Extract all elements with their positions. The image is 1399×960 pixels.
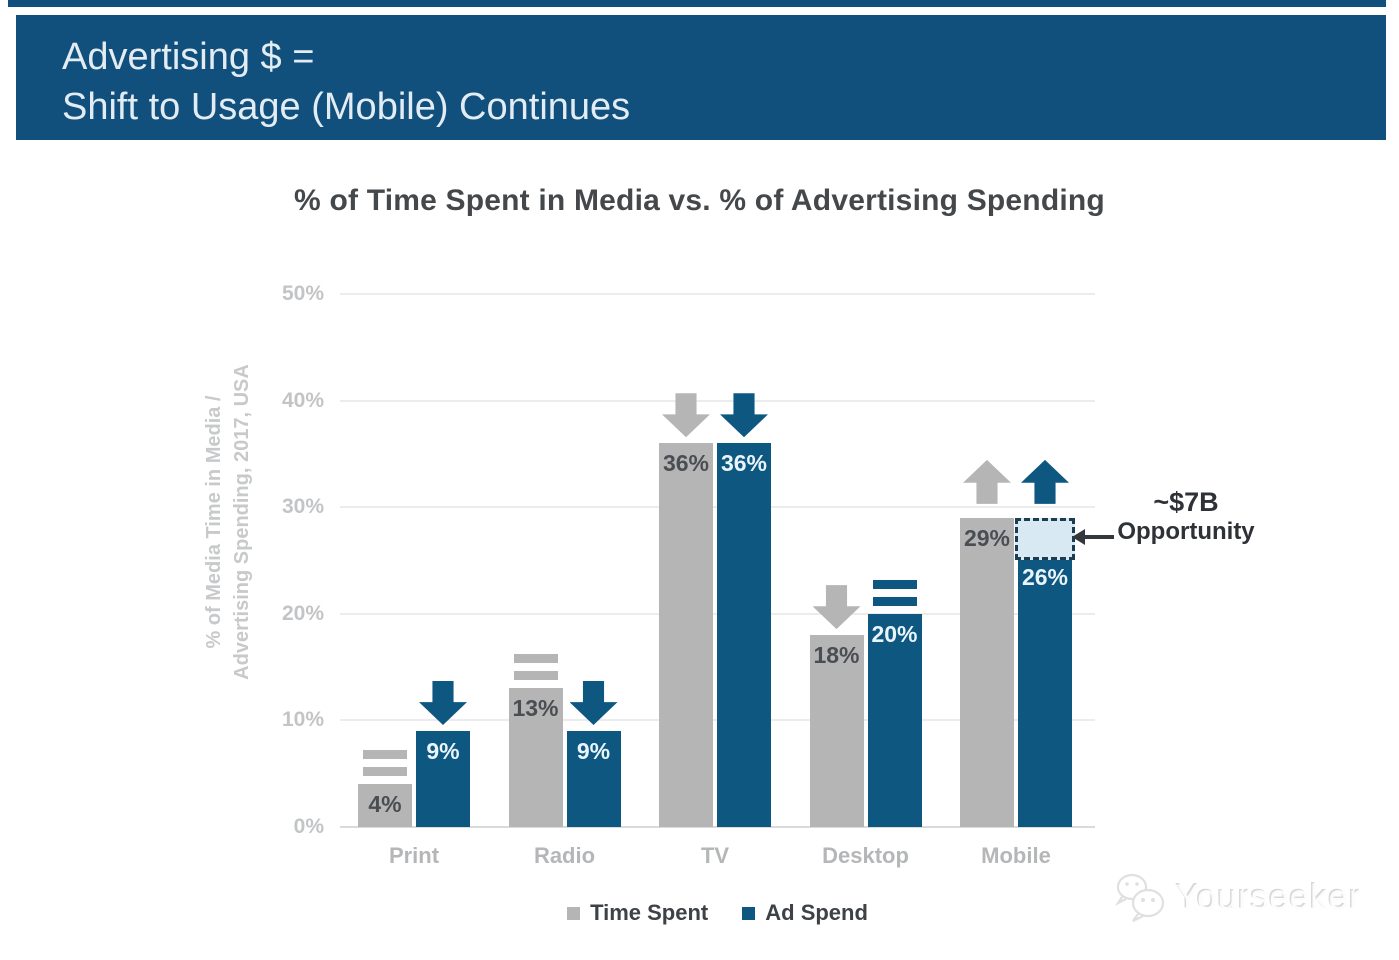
watermark: Yourseeker xyxy=(1112,872,1362,924)
bar-ad-spend-mobile xyxy=(1018,549,1072,827)
bar-time-spent-mobile xyxy=(960,517,1014,827)
value-label-ad-spend-radio: 9% xyxy=(576,738,611,765)
opportunity-gap-box xyxy=(1015,517,1075,560)
value-label-time-spent-tv: 36% xyxy=(662,450,710,477)
opportunity-annotation: ~$7B Opportunity xyxy=(1112,487,1260,547)
bar-ad-spend-radio xyxy=(566,731,621,827)
chart-title: % of Time Spent in Media vs. % of Advert… xyxy=(294,184,1105,217)
y-axis-label-line-2: Advertising Spending, 2017, USA xyxy=(231,364,253,680)
value-label-ad-spend-desktop: 20% xyxy=(871,620,918,647)
gridline-40 xyxy=(340,399,1095,402)
trend-flat-icon-time-spent-radio xyxy=(513,654,558,681)
bar-time-spent-print xyxy=(358,784,412,827)
chart-legend: Time Spent Ad Spend xyxy=(340,901,1095,925)
bar-time-spent-radio xyxy=(508,688,563,827)
legend-swatch-time-spent xyxy=(567,906,581,920)
trend-flat-icon-ad-spend-desktop xyxy=(872,579,917,606)
value-label-time-spent-print: 4% xyxy=(368,791,402,818)
value-label-ad-spend-tv: 36% xyxy=(720,450,768,477)
watermark-text: Yourseeker xyxy=(1176,878,1362,917)
y-tick-label-50: 50% xyxy=(281,282,324,305)
bar-ad-spend-tv xyxy=(717,443,771,827)
trend-flat-bar xyxy=(872,596,917,606)
x-axis-line xyxy=(340,826,1095,828)
y-axis-label-line-1: % of Media Time in Media / xyxy=(203,395,225,649)
trend-flat-bar xyxy=(363,767,407,777)
slide-header-banner: Advertising $ = Shift to Usage (Mobile) … xyxy=(16,15,1386,140)
y-tick-label-20: 20% xyxy=(281,601,324,625)
value-label-ad-spend-print: 9% xyxy=(426,738,460,765)
legend-label-ad-spend: Ad Spend xyxy=(765,900,868,925)
category-label-radio: Radio xyxy=(533,843,596,868)
arrow-shaft xyxy=(1084,535,1114,539)
y-tick-label-30: 30% xyxy=(281,495,324,519)
legend-item-ad-spend: Ad Spend xyxy=(742,901,868,925)
arrowhead xyxy=(1072,529,1085,545)
trend-flat-bar xyxy=(872,579,917,589)
top-border-strip xyxy=(8,0,1386,7)
legend-swatch-ad-spend xyxy=(742,906,756,920)
legend-item-time-spent: Time Spent xyxy=(567,901,708,925)
gridline-50 xyxy=(340,293,1095,295)
bar-ad-spend-print xyxy=(416,731,470,827)
bar-time-spent-desktop xyxy=(809,635,864,827)
trend-flat-bar xyxy=(513,654,558,664)
annotation-label: Opportunity xyxy=(1117,518,1255,545)
banner-line-1: Advertising $ = xyxy=(62,36,315,78)
value-label-time-spent-radio: 13% xyxy=(512,695,559,722)
value-label-time-spent-desktop: 18% xyxy=(813,642,860,669)
y-tick-label-10: 10% xyxy=(281,708,324,732)
value-label-time-spent-mobile: 29% xyxy=(963,524,1011,551)
annotation-value: ~$7B xyxy=(1153,487,1219,517)
y-axis-label: % of Media Time in Media / Advertising S… xyxy=(200,342,256,702)
bar-time-spent-tv xyxy=(659,443,713,827)
y-tick-label-0: 0% xyxy=(293,815,324,838)
bar-ad-spend-desktop xyxy=(867,613,922,827)
plot-area: 0% 10% 20% 30% 40% 50% 4% 9% Print 13% 9% Radio 36% 3… xyxy=(282,282,1095,868)
category-label-tv: TV xyxy=(700,843,730,868)
banner-line-2: Shift to Usage (Mobile) Continues xyxy=(62,86,631,128)
category-label-desktop: Desktop xyxy=(822,843,909,868)
trend-up-arrow-icon-time-spent-mobile xyxy=(963,459,1011,504)
chat-bubbles-icon xyxy=(1114,873,1165,922)
category-label-print: Print xyxy=(388,843,440,868)
legend-label-time-spent: Time Spent xyxy=(590,900,709,925)
left-arrow-icon xyxy=(1072,529,1114,545)
value-label-ad-spend-mobile: 26% xyxy=(1021,563,1069,590)
trend-up-arrow-icon-ad-spend-mobile xyxy=(1021,459,1069,504)
trend-down-arrow-icon-time-spent-desktop xyxy=(812,585,861,630)
trend-flat-icon-time-spent-print xyxy=(363,750,407,777)
y-tick-label-40: 40% xyxy=(281,388,324,412)
category-label-mobile: Mobile xyxy=(981,843,1051,868)
trend-flat-bar xyxy=(513,671,558,681)
trend-flat-bar xyxy=(363,750,407,760)
